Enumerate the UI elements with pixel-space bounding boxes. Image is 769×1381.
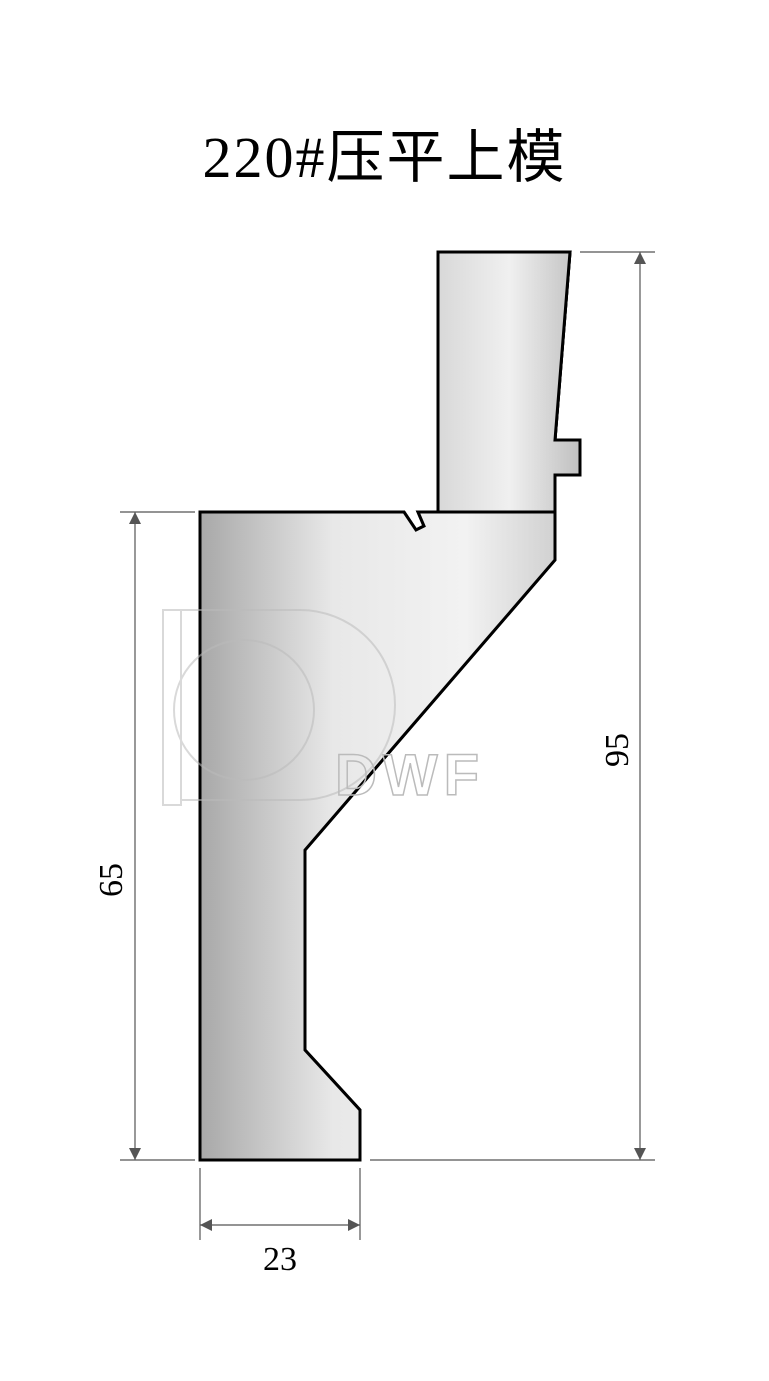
diagram-title: 220#压平上模 xyxy=(0,110,769,194)
drawing-canvas: DWF 95 65 23 xyxy=(0,240,769,1340)
dim-height-left: 65 xyxy=(93,863,130,897)
die-tang xyxy=(438,252,580,512)
dim-height-right: 95 xyxy=(599,733,636,767)
dim-width-bottom: 23 xyxy=(263,1241,297,1278)
watermark-text: DWF xyxy=(335,743,485,808)
